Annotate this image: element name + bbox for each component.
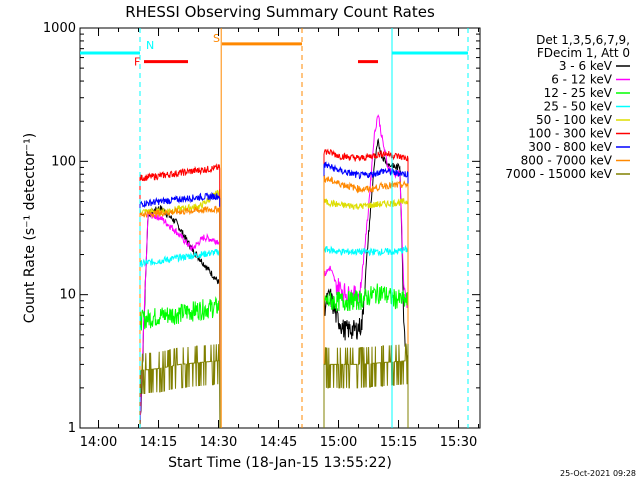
series-line	[323, 161, 409, 428]
series-line	[139, 191, 221, 429]
series-line	[323, 137, 409, 428]
series-line	[323, 343, 409, 428]
legend: Det 1,3,5,6,7,9,FDecim 1, Att 03 - 6 keV…	[505, 33, 630, 181]
series-line	[139, 248, 221, 429]
marker-letter: S	[213, 32, 220, 45]
x-tick-label: 15:00	[320, 435, 357, 450]
legend-header-line: FDecim 1, Att 0	[537, 46, 630, 60]
footer-timestamp: 25-Oct-2021 09:28	[560, 469, 636, 478]
x-axis-label: Start Time (18-Jan-15 13:55:22)	[168, 455, 392, 471]
plot-frame	[79, 27, 481, 429]
x-tick-label: 15:30	[440, 435, 477, 450]
y-tick-label: 1	[68, 421, 76, 436]
y-tick-label: 100	[51, 154, 76, 169]
legend-entry-label: 12 - 25 keV	[544, 86, 613, 100]
series-line	[139, 296, 221, 429]
legend-entry-label: 7000 - 15000 keV	[505, 167, 612, 181]
series-line	[323, 174, 409, 428]
x-tick-label: 15:15	[380, 435, 417, 450]
series-line	[139, 205, 221, 429]
plot-area	[79, 27, 481, 429]
marker-letter: F	[134, 56, 140, 69]
series-layer	[139, 114, 409, 429]
series-line	[323, 244, 409, 428]
series-line	[323, 197, 409, 428]
y-tick-label: 1000	[43, 21, 76, 36]
y-tick-label: 10	[59, 288, 76, 303]
marker-letter: N	[146, 39, 154, 52]
x-tick-label: 14:45	[260, 435, 297, 450]
legend-entry-label: 50 - 100 keV	[536, 113, 613, 127]
legend-entry-label: 3 - 6 keV	[559, 59, 613, 73]
series-line	[323, 283, 409, 428]
legend-entry-label: 100 - 300 keV	[528, 127, 612, 141]
chart-title: RHESSI Observing Summary Count Rates	[125, 3, 435, 21]
legend-entry-label: 800 - 7000 keV	[521, 154, 613, 168]
marker-layer: FN S	[80, 28, 469, 428]
legend-entry-label: 6 - 12 keV	[551, 73, 613, 87]
y-axis-label: Count Rate (s⁻¹ detector⁻¹)	[22, 133, 38, 323]
series-line	[139, 163, 221, 429]
x-tick-label: 14:30	[200, 435, 237, 450]
legend-entry-label: 300 - 800 keV	[528, 140, 612, 154]
x-tick-label: 14:15	[140, 435, 177, 450]
series-line	[323, 148, 409, 428]
x-tick-label: 14:00	[80, 435, 117, 450]
axis-layer: 1 10 100 1000 14:00 14:15 14:30 14:45 15:00 15:15…	[43, 21, 480, 450]
legend-entry-label: 25 - 50 keV	[544, 100, 613, 114]
legend-header-line: Det 1,3,5,6,7,9,	[536, 33, 630, 47]
series-line	[139, 344, 221, 429]
